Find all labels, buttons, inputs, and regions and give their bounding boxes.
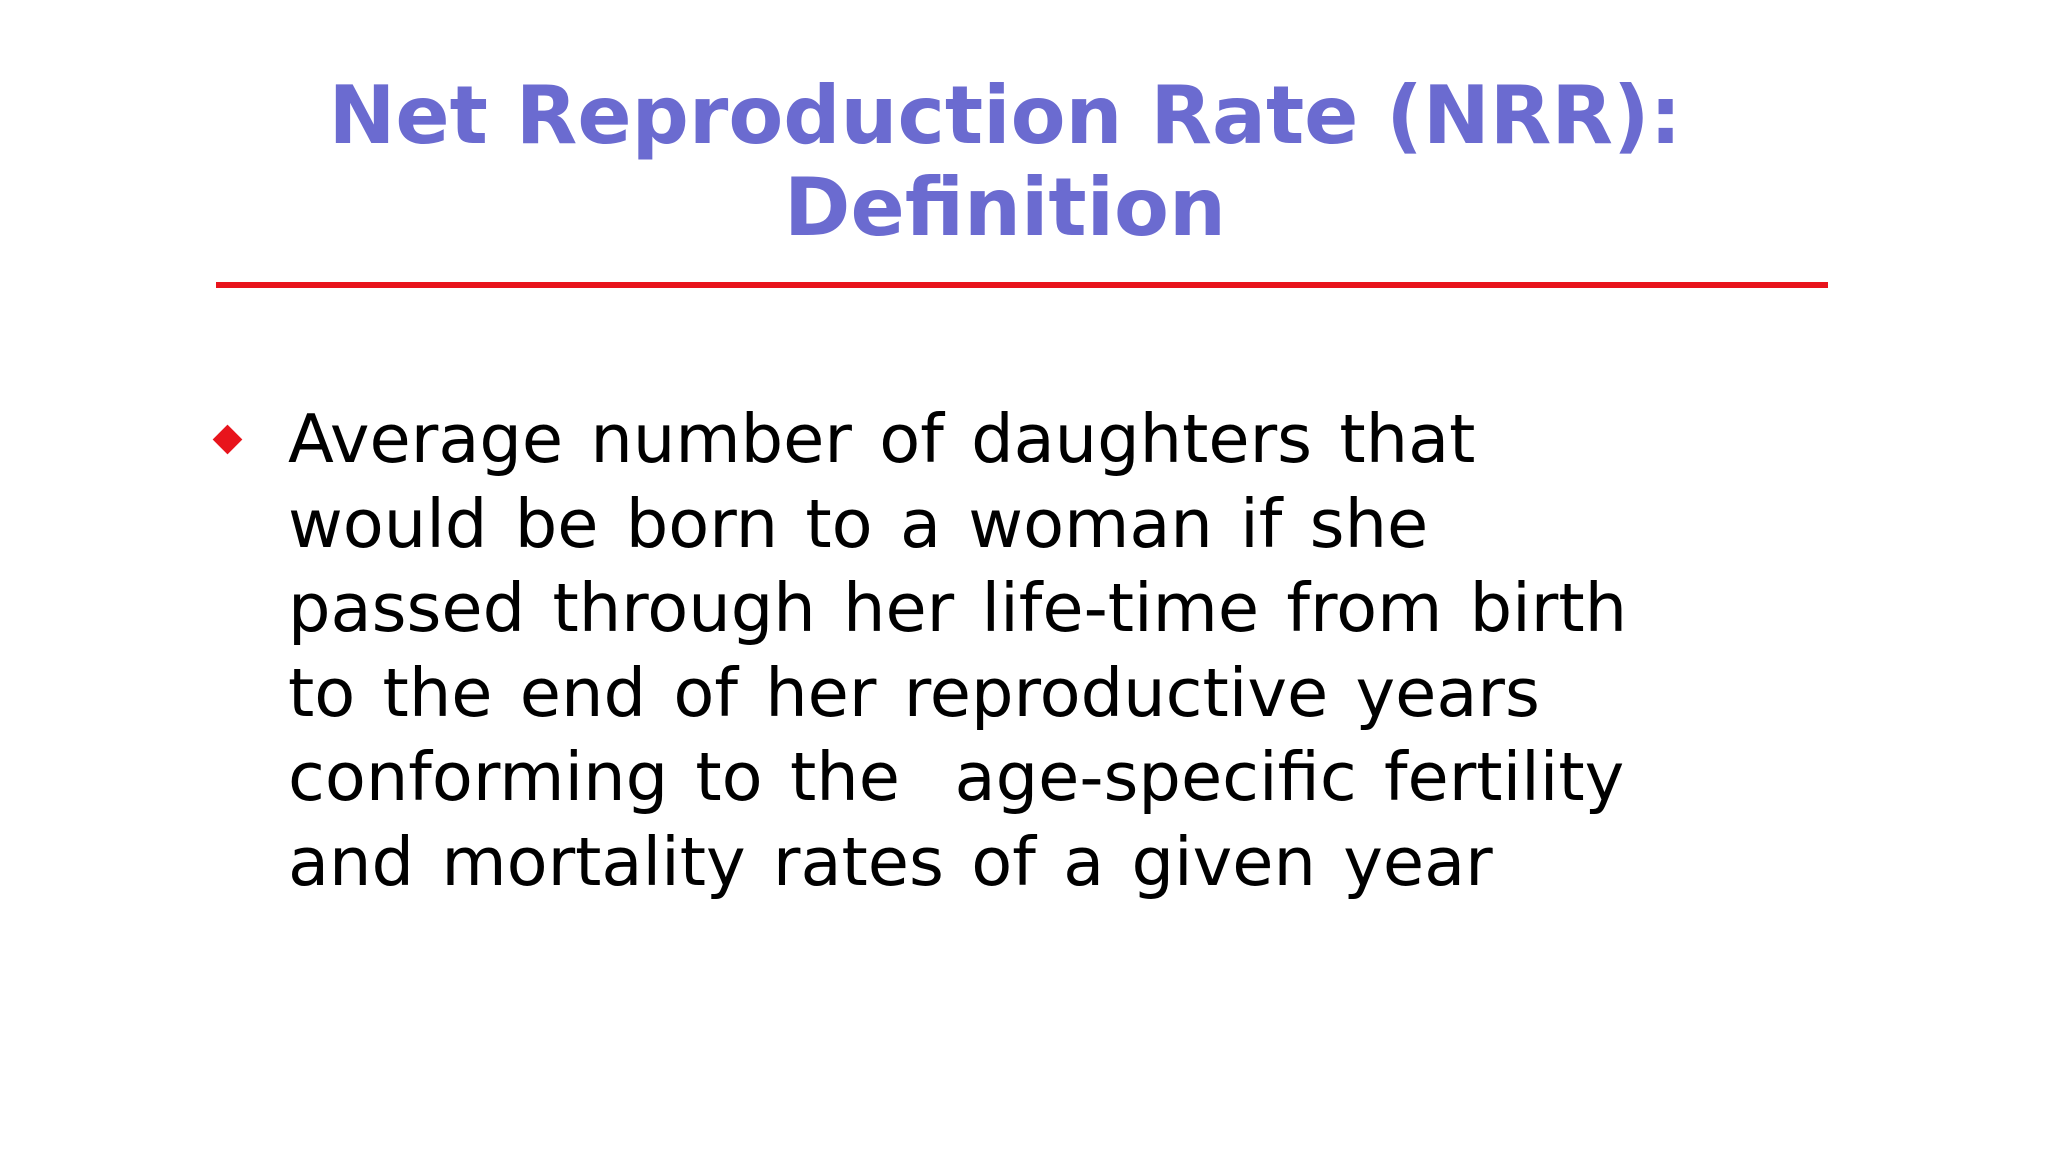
bullet-line-4: to the end of her reproductive years [288, 653, 1540, 732]
bullet-line-3: passed through her life-time from birth [288, 569, 1628, 647]
title-underline-rule [216, 282, 1828, 288]
slide-title-line-2: Definition [784, 161, 1226, 254]
red-diamond-bullet-icon [212, 424, 243, 455]
bullet-line-6: and mortality rates of a given year [288, 822, 1493, 901]
bullet-line-1: Average number of daughters that [288, 400, 1476, 478]
bullet-line-2: would be born to a woman if she [288, 484, 1429, 563]
slide-title-line-1: Net Reproduction Rate (NRR): [328, 69, 1682, 162]
bullet-line-5: conforming to the age-specific fertility [288, 738, 1625, 816]
slide-title: Net Reproduction Rate (NRR): Definition [170, 70, 1840, 254]
bullet-definition-text: Average number of daughters that would b… [288, 397, 1848, 904]
